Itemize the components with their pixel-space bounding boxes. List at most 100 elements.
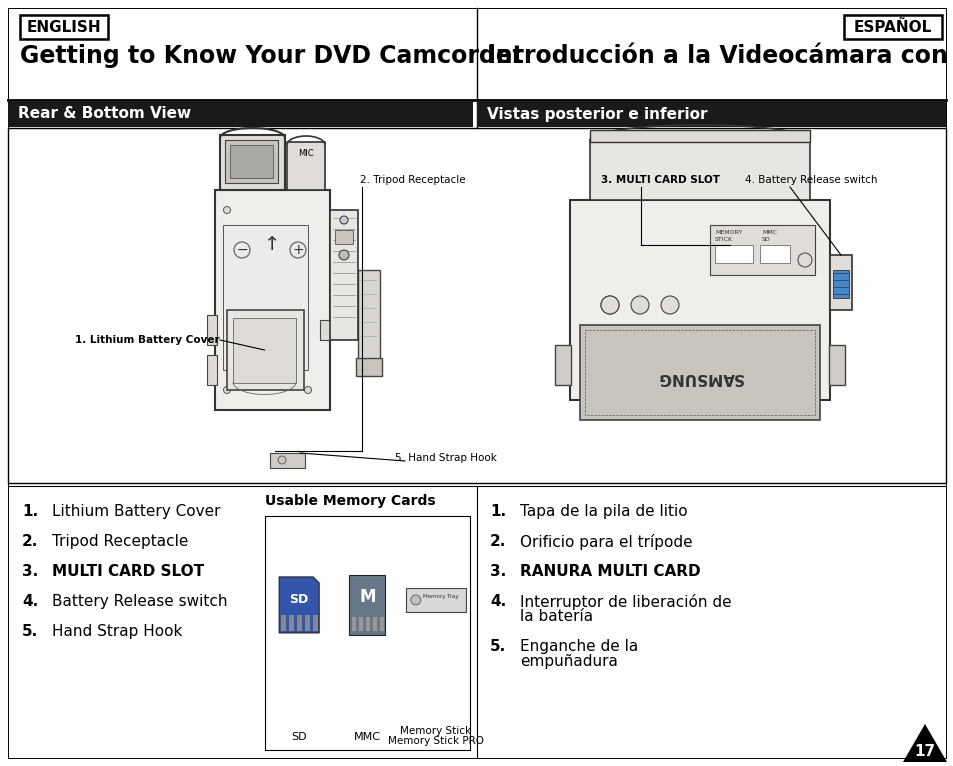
Text: 1.: 1. — [490, 504, 506, 519]
Text: SD: SD — [761, 237, 770, 242]
Text: Orificio para el trípode: Orificio para el trípode — [519, 534, 692, 550]
Bar — [829, 255, 851, 310]
Text: Tapa de la pila de litio: Tapa de la pila de litio — [519, 504, 687, 519]
Circle shape — [223, 387, 231, 394]
Text: 4.: 4. — [490, 594, 506, 609]
Bar — [555, 345, 571, 385]
Text: Memory Stick PRO: Memory Stick PRO — [388, 736, 483, 746]
Text: ESPAÑOL: ESPAÑOL — [853, 19, 931, 34]
Text: Vistas posterior e inferior: Vistas posterior e inferior — [486, 106, 707, 122]
Bar — [355, 358, 381, 376]
Bar — [313, 615, 318, 631]
Text: Lithium Battery Cover: Lithium Battery Cover — [52, 504, 220, 519]
Text: 5. Hand Strap Hook: 5. Hand Strap Hook — [395, 453, 497, 463]
Bar — [233, 318, 295, 383]
Bar — [281, 615, 286, 631]
Bar — [828, 345, 844, 385]
Bar — [760, 245, 789, 263]
Text: 4.: 4. — [22, 594, 38, 609]
Text: Battery Release switch: Battery Release switch — [52, 594, 227, 609]
Text: RANURA MULTI CARD: RANURA MULTI CARD — [519, 564, 700, 579]
Text: Tripod Receptacle: Tripod Receptacle — [52, 534, 188, 549]
Text: M: M — [359, 588, 375, 606]
Bar — [330, 210, 357, 340]
Bar — [357, 270, 379, 360]
Text: Introducción a la Videocámara con DVD: Introducción a la Videocámara con DVD — [486, 44, 953, 68]
Circle shape — [223, 207, 231, 214]
Text: 3.: 3. — [490, 564, 506, 579]
Text: Enganche de la: Enganche de la — [519, 639, 638, 654]
Bar — [584, 330, 814, 415]
Bar — [289, 615, 294, 631]
Bar — [374, 617, 377, 631]
Bar — [287, 142, 325, 190]
Text: empuñadura: empuñadura — [519, 654, 618, 669]
Text: Hand Strap Hook: Hand Strap Hook — [52, 624, 182, 639]
Bar — [230, 145, 273, 178]
Bar — [207, 355, 216, 385]
Circle shape — [600, 296, 618, 314]
Text: 4. Battery Release switch: 4. Battery Release switch — [744, 175, 877, 185]
Text: 17: 17 — [914, 745, 935, 760]
Polygon shape — [279, 577, 319, 633]
Text: MMC: MMC — [354, 732, 380, 742]
Bar — [709, 225, 814, 275]
Circle shape — [630, 296, 648, 314]
Circle shape — [277, 456, 286, 464]
Text: 1.: 1. — [22, 504, 38, 519]
Bar — [380, 617, 384, 631]
Text: 5.: 5. — [490, 639, 506, 654]
Text: MULTI CARD SLOT: MULTI CARD SLOT — [52, 564, 204, 579]
Bar — [296, 615, 302, 631]
Text: MIC: MIC — [298, 149, 314, 159]
Bar — [579, 325, 820, 420]
Bar — [220, 135, 285, 190]
Text: −: − — [236, 243, 248, 257]
Polygon shape — [902, 724, 946, 762]
Text: SAMSUNG: SAMSUNG — [656, 370, 742, 385]
Circle shape — [411, 595, 420, 605]
Text: Interruptor de liberación de: Interruptor de liberación de — [519, 594, 731, 610]
Circle shape — [304, 387, 312, 394]
Text: 3. MULTI CARD SLOT: 3. MULTI CARD SLOT — [600, 175, 720, 185]
Bar — [843, 15, 941, 39]
Text: 1. Lithium Battery Cover: 1. Lithium Battery Cover — [75, 335, 219, 345]
Text: Getting to Know Your DVD Camcorder: Getting to Know Your DVD Camcorder — [20, 44, 523, 68]
Polygon shape — [349, 575, 385, 635]
Circle shape — [797, 253, 811, 267]
Text: +: + — [292, 243, 303, 257]
Text: la batería: la batería — [519, 609, 593, 624]
Bar — [8, 101, 473, 127]
Bar — [225, 140, 277, 183]
Bar — [714, 245, 752, 263]
Text: ↑: ↑ — [264, 235, 280, 254]
Bar — [476, 101, 945, 127]
Bar — [335, 230, 353, 244]
Bar — [207, 315, 216, 345]
Bar — [319, 320, 330, 340]
Bar — [589, 130, 809, 142]
Bar — [8, 128, 945, 483]
Text: MEMORY: MEMORY — [714, 230, 741, 235]
Text: MMC: MMC — [761, 230, 777, 235]
Text: STICK: STICK — [714, 237, 732, 242]
Bar — [265, 516, 470, 750]
Text: Usable Memory Cards: Usable Memory Cards — [265, 494, 436, 508]
Bar — [359, 617, 363, 631]
Bar — [270, 453, 305, 468]
Circle shape — [290, 242, 306, 258]
Text: ENGLISH: ENGLISH — [27, 19, 101, 34]
Circle shape — [233, 242, 250, 258]
Circle shape — [600, 296, 618, 314]
Bar — [214, 190, 330, 410]
Bar — [589, 140, 809, 200]
Bar — [223, 225, 308, 370]
Bar — [305, 615, 310, 631]
Text: SD: SD — [290, 594, 309, 607]
Text: 2.: 2. — [22, 534, 38, 549]
Bar — [832, 270, 848, 298]
Bar — [352, 617, 356, 631]
Text: Rear & Bottom View: Rear & Bottom View — [18, 106, 191, 122]
Bar — [366, 617, 370, 631]
Circle shape — [338, 250, 349, 260]
